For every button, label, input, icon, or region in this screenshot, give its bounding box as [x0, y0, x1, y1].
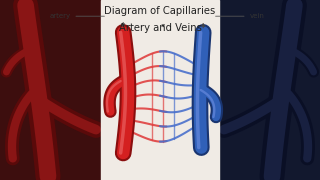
Text: vein: vein: [216, 13, 264, 19]
Polygon shape: [219, 0, 320, 180]
Text: Artery and Veins: Artery and Veins: [119, 22, 201, 33]
Text: artery: artery: [49, 13, 104, 19]
Polygon shape: [101, 0, 219, 180]
Polygon shape: [0, 0, 101, 180]
Text: Diagram of Capillaries: Diagram of Capillaries: [104, 6, 216, 16]
